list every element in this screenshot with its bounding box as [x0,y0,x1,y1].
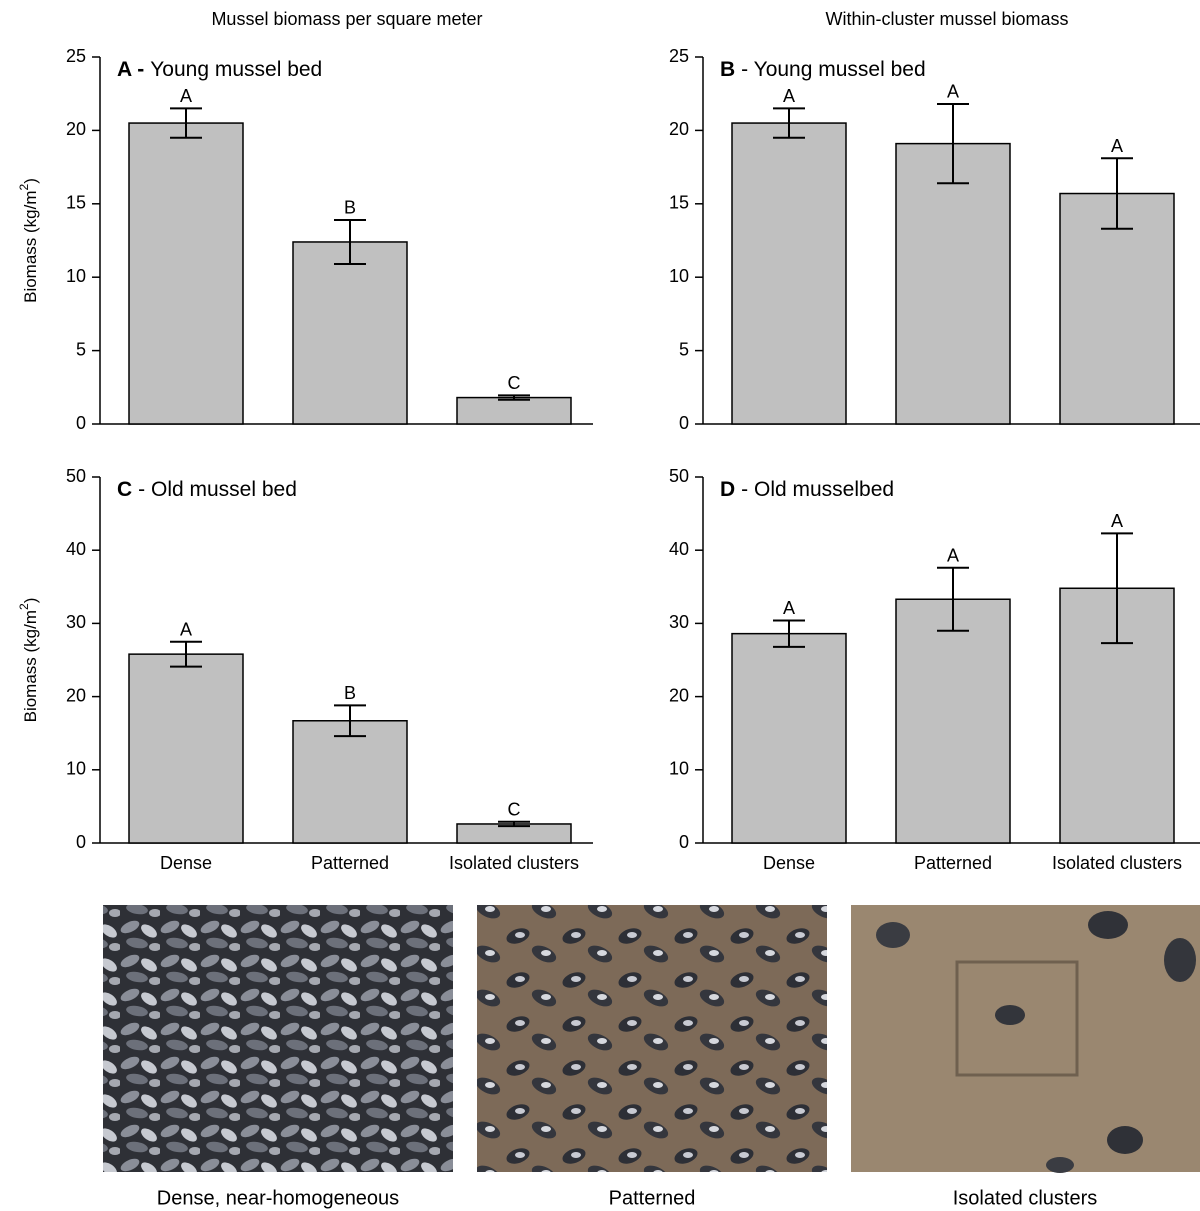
y-axis-label: Biomass (kg/m2) [17,598,40,723]
y-tick-label: 10 [66,759,86,779]
panel-label: D [720,478,735,501]
y-axis-label: Biomass (kg/m2) [17,178,40,303]
panel-label: C [117,478,132,501]
significance-letter: A [783,86,795,106]
y-label-end: ) [21,598,40,604]
panel-title-text: - Old mussel bed [138,478,297,501]
y-tick-label: 10 [66,266,86,286]
bar [731,632,847,844]
panel-title: A - Young mussel bed [117,58,322,81]
y-tick-label: 5 [76,339,86,359]
y-tick-label: 30 [66,612,86,632]
photo-patterned [477,905,827,1172]
x-tick-label: Isolated clusters [449,853,579,873]
y-tick-label: 50 [66,466,86,486]
y-tick-label: 15 [669,193,689,213]
photo-caption: Dense, near-homogeneous [157,1187,399,1209]
y-tick-label: 15 [66,193,86,213]
bar [292,241,408,425]
error-bar [937,566,969,632]
bar [895,142,1011,425]
significance-letter: A [783,598,795,618]
panel-label: B [720,58,735,81]
y-label-sup: 2 [17,183,31,190]
error-bar [498,820,530,828]
significance-letter: A [180,86,192,106]
y-tick-label: 10 [669,266,689,286]
y-tick-label: 20 [66,685,86,705]
significance-letter: C [508,373,521,393]
significance-letter: A [947,82,959,102]
column-title: Mussel biomass per square meter [211,9,482,29]
x-tick-label: Isolated clusters [1052,853,1182,873]
significance-letter: A [1111,136,1123,156]
error-bar [937,102,969,185]
y-tick-label: 0 [679,413,689,433]
significance-letter: A [180,619,192,639]
y-tick-label: 25 [669,46,689,66]
photo-isolated [851,905,1200,1173]
significance-letter: A [947,546,959,566]
x-tick-label: Dense [160,853,212,873]
error-bar [170,640,202,668]
y-label-main: Biomass (kg/m [21,610,40,722]
y-tick-label: 5 [679,339,689,359]
y-tick-label: 20 [669,685,689,705]
panel-title: C - Old mussel bed [117,478,297,501]
y-label-end: ) [21,178,40,184]
y-tick-label: 50 [669,466,689,486]
panel-title-text: - Old musselbed [741,478,894,501]
y-tick-label: 40 [66,539,86,559]
panel-title-text: Young mussel bed [150,58,322,81]
error-bar [170,107,202,139]
significance-letter: C [508,800,521,820]
bar [128,122,244,425]
y-tick-label: 30 [669,612,689,632]
error-bar [773,619,805,648]
y-tick-label: 25 [66,46,86,66]
y-tick-label: 0 [679,832,689,852]
x-tick-label: Dense [763,853,815,873]
significance-letter: B [344,198,356,218]
error-bar [498,394,530,401]
panel-title: B - Young mussel bed [720,58,926,81]
error-bar [773,107,805,139]
error-bar [1101,532,1133,645]
y-tick-label: 0 [76,832,86,852]
bar [128,653,244,844]
bar [895,598,1011,844]
panel-label: A - [117,58,144,81]
y-label-main: Biomass (kg/m [21,190,40,302]
y-tick-label: 10 [669,759,689,779]
y-tick-label: 20 [66,119,86,139]
photo-caption: Patterned [609,1187,696,1209]
photo-caption: Isolated clusters [953,1187,1098,1209]
x-tick-label: Patterned [311,853,389,873]
y-tick-label: 40 [669,539,689,559]
y-tick-label: 0 [76,413,86,433]
significance-letter: B [344,683,356,703]
significance-letter: A [1111,511,1123,531]
error-bar [334,704,366,738]
bar [731,122,847,425]
bar [292,720,408,844]
panel-title-text: - Young mussel bed [741,58,925,81]
bar [456,396,572,425]
bar [1059,192,1175,425]
y-label-sup: 2 [17,603,31,610]
error-bar [1101,157,1133,230]
x-tick-label: Patterned [914,853,992,873]
photo-dense [103,905,453,1172]
y-tick-label: 20 [669,119,689,139]
error-bar [334,218,366,265]
column-title: Within-cluster mussel biomass [825,9,1068,29]
photos [103,905,1200,1173]
panel-title: D - Old musselbed [720,478,894,501]
